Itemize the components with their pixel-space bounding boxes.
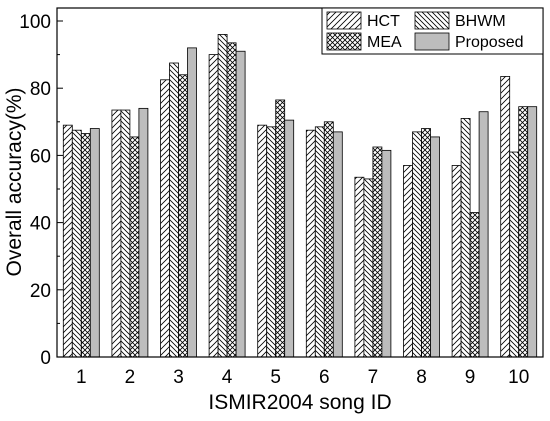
bar-proposed-8 — [430, 136, 440, 358]
bar-hct-6 — [305, 129, 316, 358]
bar-hct-3 — [160, 79, 170, 358]
bar-bhwm-9 — [460, 118, 471, 358]
bar-bhwm-6 — [314, 126, 325, 358]
y-tick-label: 100 — [19, 12, 51, 33]
legend-label-mea: MEA — [367, 34, 402, 51]
bar-bhwm-10 — [509, 151, 520, 358]
x-tick-label: 3 — [173, 367, 184, 388]
bar-hct-7 — [354, 176, 365, 358]
y-tick-label: 80 — [30, 79, 51, 100]
legend-label-bhwm: BHWM — [455, 13, 506, 30]
bar-hct-5 — [257, 124, 268, 358]
bar-proposed-7 — [381, 149, 392, 358]
legend: HCT BHWM MEA Proposed — [321, 7, 544, 55]
legend-label-hct: HCT — [367, 13, 400, 30]
bar-mea-8 — [421, 128, 431, 358]
bar-mea-7 — [372, 146, 383, 358]
y-axis: 0 20 40 60 80 100 — [19, 12, 63, 369]
bar-mea-4 — [226, 42, 237, 358]
x-tick-label: 1 — [76, 367, 87, 388]
x-axis-label: ISMIR2004 song ID — [208, 391, 391, 414]
y-tick-label: 20 — [30, 281, 51, 302]
bar-bhwm-8 — [412, 131, 422, 358]
bar-hct-1 — [62, 124, 73, 358]
bar-proposed-2 — [138, 107, 149, 358]
bar-mea-2 — [129, 136, 140, 358]
bar-proposed-10 — [527, 106, 538, 358]
x-tick-label: 6 — [319, 367, 330, 388]
legend-swatch-hct — [326, 11, 362, 30]
bar-proposed-5 — [284, 119, 295, 358]
y-tick-label: 0 — [40, 348, 51, 369]
bar-hct-2 — [111, 109, 122, 358]
bar-mea-1 — [80, 133, 91, 358]
legend-swatch-bhwm — [414, 11, 450, 30]
y-tick-label: 60 — [30, 146, 51, 167]
bar-proposed-3 — [187, 47, 197, 358]
bar-proposed-4 — [235, 50, 246, 358]
bar-hct-4 — [208, 54, 219, 358]
bar-hct-8 — [403, 165, 413, 358]
x-tick-label: 10 — [508, 367, 529, 388]
bar-bhwm-4 — [217, 34, 228, 358]
bar-proposed-1 — [89, 128, 100, 358]
x-tick-label: 8 — [416, 367, 427, 388]
bars-layer — [62, 34, 538, 358]
x-axis: 1 2 3 4 5 6 7 8 9 10 — [76, 352, 529, 388]
y-tick-label: 40 — [30, 214, 51, 235]
bar-bhwm-5 — [266, 126, 277, 358]
x-tick-label: 9 — [465, 367, 476, 388]
legend-swatch-mea — [326, 32, 362, 51]
bar-proposed-6 — [332, 131, 343, 358]
x-tick-label: 4 — [222, 367, 233, 388]
bar-bhwm-2 — [120, 109, 131, 358]
bar-bhwm-1 — [71, 129, 82, 358]
x-tick-label: 2 — [125, 367, 136, 388]
x-tick-label: 5 — [270, 367, 281, 388]
bar-bhwm-3 — [169, 62, 179, 358]
bar-proposed-9 — [478, 111, 489, 358]
y-axis-label: Overall accuracy(%) — [3, 87, 26, 276]
bar-mea-3 — [178, 74, 188, 358]
legend-swatch-proposed — [414, 32, 450, 51]
plot-frame — [56, 7, 544, 358]
x-tick-label: 7 — [368, 367, 379, 388]
bar-mea-10 — [518, 106, 529, 358]
bar-hct-10 — [500, 76, 511, 358]
bar-mea-9 — [469, 212, 480, 358]
bar-mea-6 — [323, 121, 334, 358]
bar-bhwm-7 — [363, 178, 374, 358]
legend-label-proposed: Proposed — [455, 34, 524, 51]
bar-hct-9 — [451, 165, 462, 358]
bar-mea-5 — [275, 99, 286, 358]
